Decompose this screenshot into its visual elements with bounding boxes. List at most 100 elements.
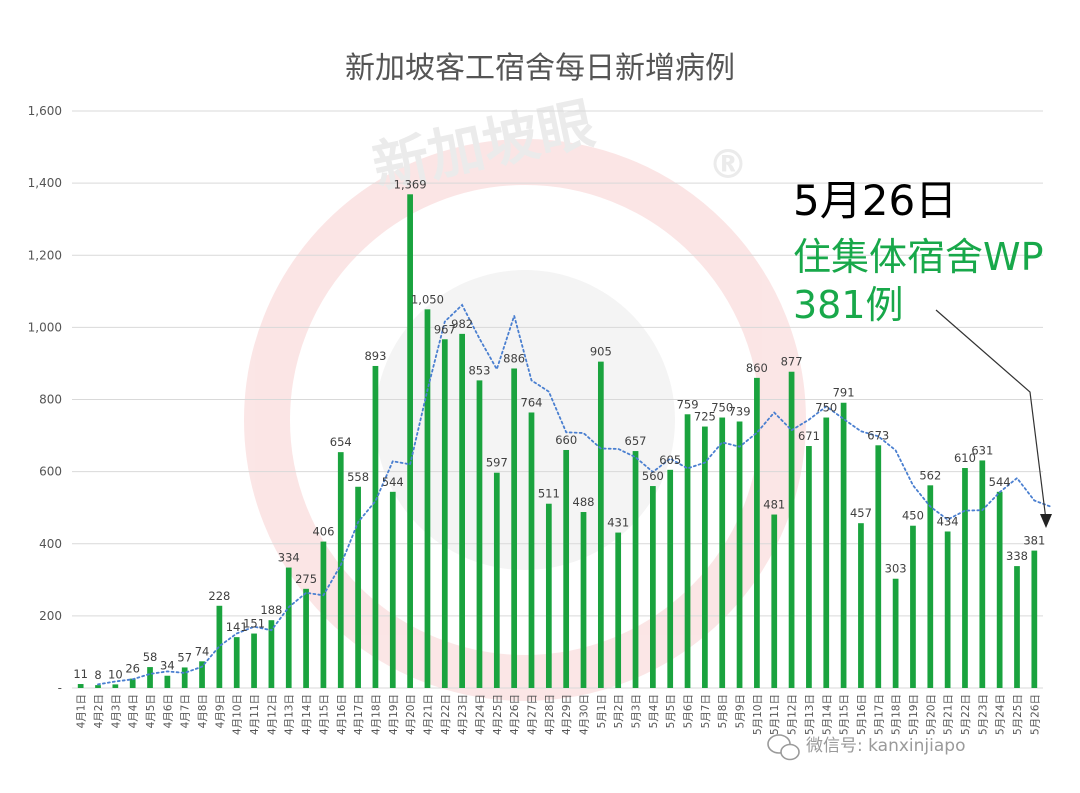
bar: [702, 426, 708, 688]
bar: [337, 452, 344, 688]
x-tick-label: 4月13日: [284, 694, 296, 735]
bar: [251, 633, 257, 688]
data-label: 141: [226, 620, 248, 634]
bar: [650, 486, 656, 688]
x-tick-label: 4月5日: [145, 694, 157, 728]
bar: [788, 371, 795, 688]
watermark-mark: ®: [708, 142, 748, 188]
x-tick-label: 5月26日: [1029, 694, 1041, 735]
data-label: 558: [347, 470, 369, 484]
x-tick-label: 4月2日: [93, 694, 105, 728]
data-label: 511: [538, 487, 560, 501]
data-label: 8: [94, 668, 101, 682]
bar: [632, 451, 639, 688]
trend-path: [97, 303, 1053, 686]
bar: [615, 532, 622, 688]
grid: [72, 110, 1043, 689]
bar: [528, 412, 535, 688]
x-tick-label: 4月21日: [422, 694, 434, 735]
data-label: 660: [555, 433, 577, 447]
data-label: 725: [694, 410, 716, 424]
data-label: 893: [364, 349, 386, 363]
data-label: 406: [312, 525, 334, 539]
data-label: 450: [902, 509, 924, 523]
data-label: 853: [468, 363, 490, 377]
bar: [927, 485, 934, 688]
x-tick-label: 5月4日: [648, 694, 660, 728]
bar: [372, 365, 379, 688]
data-label: 488: [573, 495, 595, 509]
data-label: 275: [295, 572, 317, 586]
data-label: 562: [919, 468, 941, 482]
bar: [285, 567, 292, 688]
data-label: 188: [260, 603, 282, 617]
bar: [164, 675, 171, 688]
x-tick-label: 4月19日: [388, 694, 400, 735]
x-tick-label: 4月23日: [457, 694, 469, 735]
bar: [684, 414, 691, 688]
x-tick-label: 4月17日: [353, 694, 365, 735]
chart-title: 新加坡客工宿舍每日新增病例: [345, 51, 735, 86]
bar: [1014, 566, 1020, 688]
x-tick-label: 4月27日: [526, 694, 538, 735]
x-tick-label: 5月16日: [856, 694, 868, 735]
x-tick-label: 5月5日: [665, 694, 677, 728]
data-label: 1,050: [411, 292, 444, 306]
data-label: 74: [195, 644, 210, 658]
data-label: 457: [850, 506, 872, 520]
data-label: 151: [243, 617, 265, 631]
wechat-footer: 微信号: kanxinjiapo: [767, 734, 965, 761]
bar: [597, 361, 604, 688]
bar: [112, 684, 119, 688]
bar: [754, 377, 760, 688]
data-label: 905: [590, 345, 612, 359]
bar: [95, 685, 101, 688]
x-tick-label: 5月7日: [700, 694, 712, 728]
data-label: 434: [937, 514, 959, 528]
bar: [147, 667, 153, 688]
y-tick-label: -: [58, 681, 62, 695]
y-tick-label: 800: [39, 393, 62, 407]
data-label: 431: [607, 516, 629, 530]
y-tick-label: 1,000: [28, 320, 62, 334]
bars: [77, 194, 1038, 688]
bar: [199, 661, 205, 688]
bar: [979, 460, 986, 688]
watermark-ring: [244, 139, 806, 701]
x-tick-label: 5月8日: [717, 694, 729, 728]
x-tick-label: 5月1日: [596, 694, 608, 728]
bar: [268, 620, 275, 688]
y-tick-label: 600: [39, 465, 62, 479]
bar: [858, 523, 864, 688]
x-tick-label: 5月2日: [613, 694, 625, 728]
bar: [996, 491, 1003, 688]
x-tick-label: 5月12日: [787, 694, 799, 735]
bar: [320, 541, 327, 688]
x-tick-label: 4月11日: [249, 694, 261, 735]
x-tick-label: 4月9日: [214, 694, 226, 728]
annotation-arrowhead: [1040, 514, 1052, 528]
data-label: 303: [885, 562, 907, 576]
data-label: 750: [815, 401, 837, 415]
data-label: 657: [625, 434, 647, 448]
bar: [840, 402, 847, 688]
bar: [1031, 550, 1038, 688]
annotation-line2: 381例: [793, 283, 904, 327]
wechat-id: 微信号: kanxinjiapo: [806, 736, 965, 756]
trend-line: [97, 303, 1053, 686]
bar: [563, 449, 570, 688]
bar: [355, 486, 361, 688]
bar: [389, 491, 396, 688]
x-tick-label: 5月11日: [769, 694, 781, 735]
x-tick-label: 5月18日: [891, 694, 903, 735]
bar: [181, 667, 188, 688]
y-tick-label: 1,600: [28, 104, 62, 118]
x-tick-label: 4月20日: [405, 694, 417, 735]
x-tick-label: 4月28日: [544, 694, 556, 735]
x-tick-label: 5月10日: [752, 694, 764, 735]
watermark: 新加坡眼 ®: [244, 91, 806, 701]
x-tick-label: 4月3日: [110, 694, 122, 728]
y-tick-label: 400: [39, 537, 62, 551]
